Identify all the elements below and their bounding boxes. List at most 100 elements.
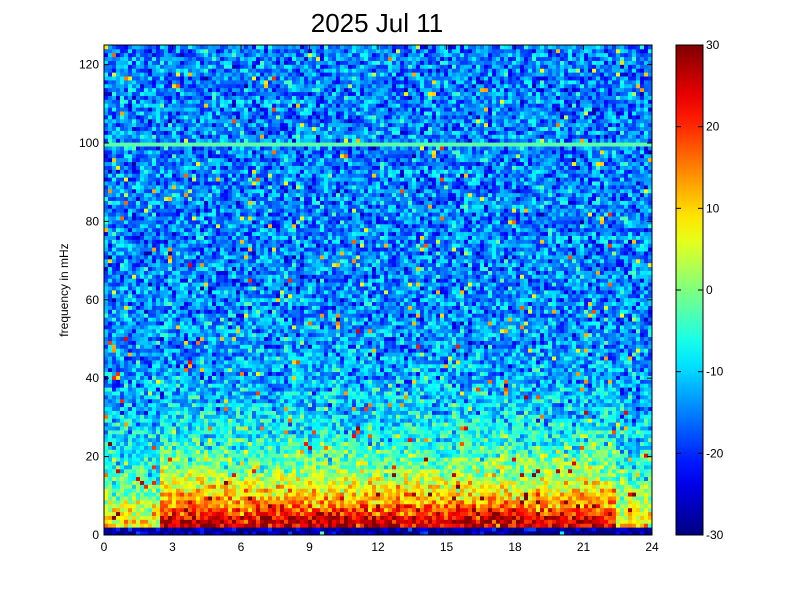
heatmap-cell xyxy=(136,95,141,100)
heatmap-cell xyxy=(136,336,141,341)
heatmap-cell xyxy=(200,437,205,443)
heatmap-cell xyxy=(224,449,229,454)
heatmap-cell xyxy=(212,313,217,318)
heatmap-cell xyxy=(188,270,193,275)
heatmap-cell xyxy=(240,492,245,497)
heatmap-cell xyxy=(168,531,173,536)
heatmap-cell xyxy=(240,126,245,131)
heatmap-cell xyxy=(224,111,229,116)
heatmap-cell xyxy=(132,461,137,466)
heatmap-cell xyxy=(204,492,209,497)
heatmap-cell xyxy=(216,126,221,131)
heatmap-cell xyxy=(228,317,233,322)
heatmap-cell xyxy=(156,371,161,376)
heatmap-cell xyxy=(200,461,205,466)
heatmap-cell xyxy=(240,290,245,295)
heatmap-cell xyxy=(256,68,261,73)
heatmap-cell xyxy=(224,255,229,260)
heatmap-cell xyxy=(248,165,253,170)
heatmap-cell xyxy=(156,367,161,373)
heatmap-cell xyxy=(224,243,229,248)
heatmap-cell xyxy=(132,255,137,260)
heatmap-cell xyxy=(140,297,145,303)
heatmap-cell xyxy=(112,150,117,155)
heatmap-cell xyxy=(148,185,153,190)
heatmap-cell xyxy=(124,527,129,532)
heatmap-cell xyxy=(116,181,121,186)
heatmap-cell xyxy=(244,216,249,221)
heatmap-cell xyxy=(168,402,173,408)
heatmap-cell xyxy=(104,418,109,423)
heatmap-cell xyxy=(256,523,261,528)
heatmap-cell xyxy=(196,352,201,357)
heatmap-cell xyxy=(212,262,217,268)
heatmap-cell xyxy=(172,227,177,233)
heatmap-cell xyxy=(144,150,149,155)
heatmap-cell xyxy=(192,107,197,112)
heatmap-cell xyxy=(220,379,225,384)
heatmap-cell xyxy=(156,181,161,186)
heatmap-cell xyxy=(244,496,249,501)
heatmap-cell xyxy=(208,270,213,275)
heatmap-cell xyxy=(168,383,173,388)
heatmap-cell xyxy=(144,363,149,369)
heatmap-cell xyxy=(240,216,245,221)
heatmap-cell xyxy=(184,325,189,330)
heatmap-cell xyxy=(240,161,245,166)
heatmap-cell xyxy=(172,204,177,209)
heatmap-cell xyxy=(148,496,153,501)
heatmap-cell xyxy=(172,173,177,178)
heatmap-cell xyxy=(132,130,137,135)
heatmap-cell xyxy=(228,344,233,349)
heatmap-cell xyxy=(212,83,217,89)
heatmap-cell xyxy=(228,134,233,139)
heatmap-cell xyxy=(208,461,213,466)
heatmap-cell xyxy=(240,286,245,291)
heatmap-cell xyxy=(204,297,209,303)
heatmap-cell xyxy=(192,255,197,260)
heatmap-cell xyxy=(168,48,173,54)
heatmap-cell xyxy=(228,72,233,77)
heatmap-cell xyxy=(124,56,129,61)
heatmap-cell xyxy=(136,118,141,124)
heatmap-cell xyxy=(152,433,157,439)
heatmap-cell xyxy=(140,60,145,65)
heatmap-cell xyxy=(188,188,193,194)
heatmap-cell xyxy=(240,507,245,513)
heatmap-cell xyxy=(248,309,253,314)
heatmap-cell xyxy=(172,72,177,77)
heatmap-cell xyxy=(228,212,233,217)
heatmap-cell xyxy=(164,433,169,439)
heatmap-cell xyxy=(168,406,173,411)
heatmap-cell xyxy=(120,130,125,135)
heatmap-cell xyxy=(180,262,185,268)
heatmap-cell xyxy=(200,118,205,124)
heatmap-cell xyxy=(244,488,249,493)
heatmap-cell xyxy=(128,239,133,244)
heatmap-cell xyxy=(112,461,117,466)
heatmap-cell xyxy=(192,122,197,128)
heatmap-cell xyxy=(120,503,125,509)
heatmap-cell xyxy=(228,247,233,252)
heatmap-cell xyxy=(248,274,253,279)
heatmap-cell xyxy=(152,356,157,361)
heatmap-cell xyxy=(256,352,261,357)
heatmap-cell xyxy=(208,492,213,497)
heatmap-cell xyxy=(156,492,161,497)
heatmap-cell xyxy=(224,138,229,143)
heatmap-cell xyxy=(236,200,241,205)
heatmap-cell xyxy=(180,344,185,349)
heatmap-cell xyxy=(192,208,197,213)
heatmap-cell xyxy=(252,313,257,318)
heatmap-cell xyxy=(224,418,229,423)
heatmap-cell xyxy=(248,375,253,380)
heatmap-cell xyxy=(196,60,201,65)
heatmap-cell xyxy=(104,402,109,408)
heatmap-cell xyxy=(228,360,233,365)
heatmap-cell xyxy=(232,48,237,54)
heatmap-cell xyxy=(212,153,217,159)
heatmap-cell xyxy=(120,457,125,462)
heatmap-cell xyxy=(244,441,249,446)
heatmap-cell xyxy=(104,56,109,61)
heatmap-cell xyxy=(116,64,121,69)
